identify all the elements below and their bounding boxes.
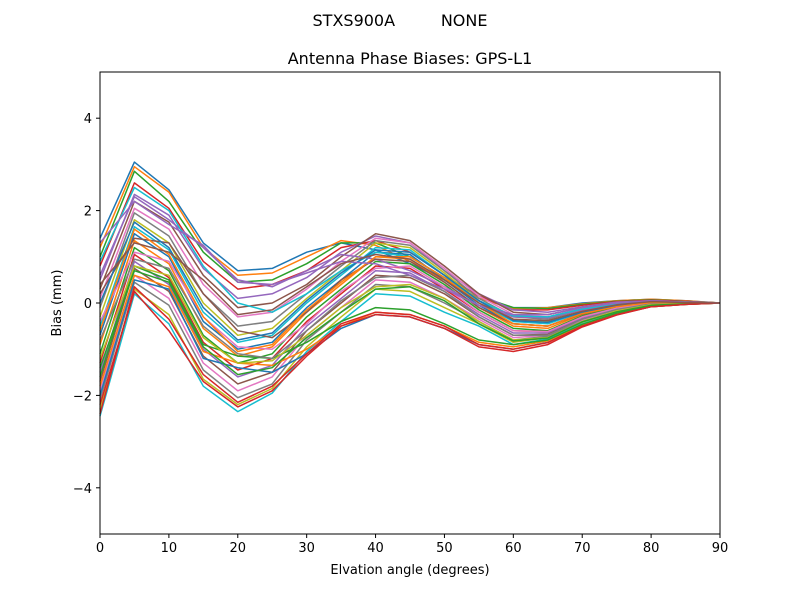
x-axis-label: Elvation angle (degrees) bbox=[330, 563, 489, 578]
y-tick-label: 2 bbox=[84, 205, 92, 220]
x-tick-label: 80 bbox=[643, 541, 660, 556]
x-tick-label: 0 bbox=[96, 541, 104, 556]
series-lines bbox=[99, 161, 721, 417]
x-axis-ticks: 0 10 20 30 40 50 60 70 80 90 bbox=[96, 534, 728, 556]
series-line bbox=[99, 286, 721, 415]
x-tick-label: 20 bbox=[230, 541, 247, 556]
chart-title: Antenna Phase Biases: GPS-L1 bbox=[288, 49, 533, 68]
series-line bbox=[99, 265, 721, 364]
x-tick-label: 40 bbox=[367, 541, 384, 556]
y-axis-ticks: −4 −2 0 2 4 bbox=[73, 112, 100, 497]
series-line bbox=[99, 265, 721, 378]
series-line bbox=[99, 228, 721, 353]
x-tick-label: 60 bbox=[505, 541, 522, 556]
x-tick-label: 10 bbox=[161, 541, 178, 556]
series-line bbox=[99, 242, 721, 322]
series-line bbox=[99, 200, 721, 316]
y-axis-label: Bias (mm) bbox=[50, 270, 65, 337]
y-tick-label: 0 bbox=[84, 297, 92, 312]
series-line bbox=[99, 269, 721, 376]
x-tick-label: 90 bbox=[712, 541, 729, 556]
y-tick-label: −4 bbox=[73, 482, 92, 497]
chart-suptitle: STXS900A NONE bbox=[313, 11, 488, 30]
y-tick-label: −2 bbox=[73, 389, 92, 404]
x-tick-label: 30 bbox=[298, 541, 315, 556]
x-tick-label: 70 bbox=[574, 541, 591, 556]
y-tick-label: 4 bbox=[84, 112, 92, 127]
x-tick-label: 50 bbox=[436, 541, 453, 556]
